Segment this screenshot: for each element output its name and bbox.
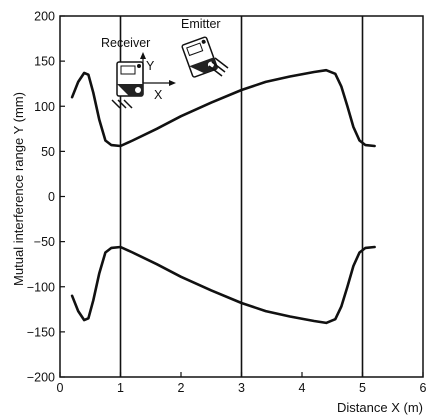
lower-boundary-line <box>70 245 376 325</box>
x-tick-label: 1 <box>117 381 124 395</box>
axis-arrows-icon <box>140 52 176 86</box>
y-tick-label: −150 <box>27 325 55 339</box>
y-axis-title: Mutual interference range Y (mm) <box>11 92 26 286</box>
y-direction-label: Y <box>146 59 155 73</box>
y-tick-label: 0 <box>48 190 55 204</box>
x-tick-label: 6 <box>420 381 427 395</box>
y-tick-label: −50 <box>34 235 55 249</box>
y-tick-label: 50 <box>41 145 55 159</box>
emitter-label: Emitter <box>181 17 221 31</box>
x-tick-label: 2 <box>178 381 185 395</box>
x-direction-label: X <box>154 88 163 102</box>
y-tick-label: 200 <box>34 10 55 24</box>
x-tick-label: 4 <box>299 381 306 395</box>
series-group <box>70 68 376 325</box>
x-tick-label: 0 <box>57 381 64 395</box>
y-tick-label: −100 <box>27 280 55 294</box>
y-tick-label: −200 <box>27 371 55 385</box>
x-tick-label: 3 <box>238 381 245 395</box>
receiver-sensor-icon <box>111 61 144 109</box>
sensor-illustration: Receiver Emitter Y X <box>101 17 229 109</box>
y-tick-label: 100 <box>34 100 55 114</box>
receiver-label: Receiver <box>101 36 150 50</box>
emitter-sensor-icon <box>181 36 218 78</box>
x-tick-label: 5 <box>359 381 366 395</box>
upper-boundary-line <box>70 68 376 148</box>
y-tick-label: 150 <box>34 55 55 69</box>
x-axis-title: Distance X (m) <box>337 400 423 415</box>
